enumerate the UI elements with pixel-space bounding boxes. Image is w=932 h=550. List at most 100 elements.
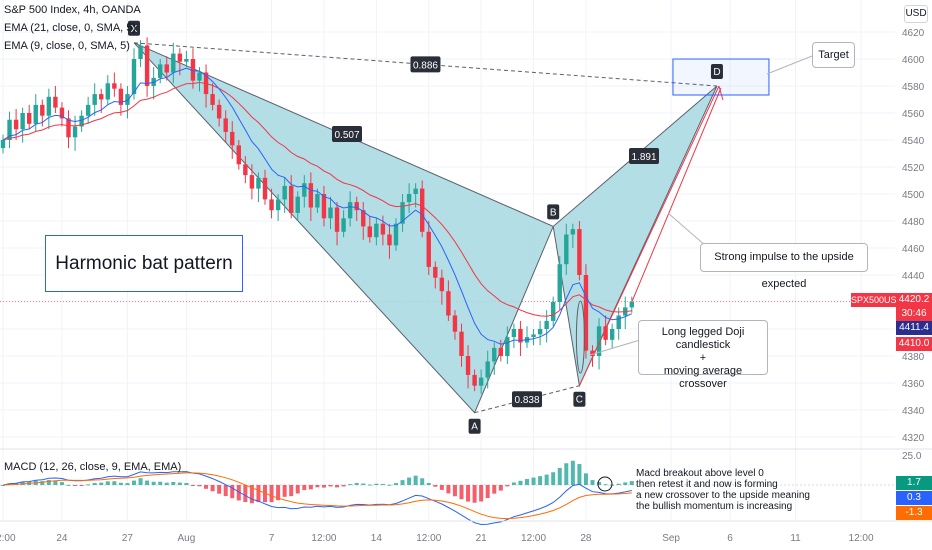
- point-b-badge: [547, 204, 560, 220]
- macd-note-line2: then retest it and now is forming: [636, 479, 778, 490]
- candle-body: [289, 185, 294, 213]
- currency-button[interactable]: USD: [904, 5, 928, 23]
- target-note[interactable]: Target: [812, 42, 855, 68]
- time-tick: 24: [56, 533, 68, 544]
- candle-body: [118, 88, 124, 105]
- price-tick: 4560: [902, 109, 925, 120]
- candle-body: [230, 131, 235, 146]
- candle-body: [505, 337, 510, 356]
- time-tick: 6: [727, 533, 733, 544]
- point-c-badge: [573, 391, 586, 407]
- candle-body: [478, 377, 484, 386]
- macd-hist-bar: [426, 482, 431, 485]
- macd-hist-bar: [217, 485, 222, 494]
- macd-hist-bar: [348, 484, 353, 486]
- candle-body: [354, 202, 359, 211]
- candle-body: [564, 234, 569, 265]
- candle-body: [459, 331, 464, 356]
- candle-body: [177, 53, 183, 62]
- macd-hist-bar: [59, 482, 64, 485]
- price-tick: 4500: [902, 190, 925, 201]
- candle-body: [577, 229, 582, 275]
- candle-body: [92, 94, 97, 105]
- price-tick: 4360: [902, 379, 925, 390]
- candle-body: [99, 94, 104, 100]
- point-x-badge: [128, 20, 140, 36]
- time-tick: 12:00: [521, 533, 546, 544]
- time-tick: 14: [371, 533, 383, 544]
- candle-body: [315, 194, 320, 208]
- candle-body: [570, 229, 576, 235]
- candle-body: [387, 234, 392, 246]
- candle-body: [485, 361, 490, 378]
- candle-body: [465, 356, 471, 375]
- macd-hist-bar: [570, 460, 575, 485]
- candle-body: [85, 104, 91, 116]
- macd-hist-bar: [276, 485, 281, 501]
- candle-body: [472, 374, 477, 386]
- chart-title: S&P 500 Index, 4h, OANDA: [4, 4, 141, 16]
- impulse-note[interactable]: Strong impulse to the upside expected: [700, 243, 868, 290]
- price-tick: 4520: [902, 163, 925, 174]
- macd-hist-bar: [171, 481, 176, 485]
- macd-note-line3: a new crossover to the upside meaning: [636, 490, 810, 501]
- candle-body: [197, 72, 202, 81]
- macd-axis-tick: 25.0: [902, 451, 922, 462]
- macd-hist-bar: [79, 485, 84, 486]
- price-tick: 4380: [902, 352, 925, 363]
- macd-hist-bar: [505, 485, 510, 487]
- callout-line: [766, 55, 813, 75]
- macd-note-line4: the bullish momentum is increasing: [636, 501, 793, 512]
- candle-body: [216, 104, 222, 119]
- macd-hist-bar: [557, 467, 562, 485]
- candle-body: [144, 45, 150, 86]
- macd-legend[interactable]: MACD (12, 26, close, 9, EMA, EMA): [4, 461, 182, 473]
- candle-body: [13, 119, 19, 130]
- candle-body: [210, 94, 215, 105]
- macd-hist-bar: [190, 485, 195, 486]
- candle-body: [609, 329, 615, 340]
- macd-hist-bar: [616, 483, 621, 485]
- time-tick: 12:00: [311, 533, 336, 544]
- macd-hist-bar: [118, 482, 123, 485]
- macd-hist-bar: [623, 482, 628, 485]
- macd-hist-bar: [236, 485, 241, 501]
- price-tick: 4540: [902, 136, 925, 147]
- macd-hist-bar: [66, 484, 71, 486]
- doji-note[interactable]: Long legged Doji candlestick + moving av…: [638, 320, 768, 390]
- pattern-title-box[interactable]: Harmonic bat pattern: [45, 235, 243, 292]
- candle-body: [72, 126, 78, 138]
- macd-hist-bar: [439, 485, 444, 490]
- point-c-label: C: [576, 395, 583, 406]
- candle-body: [452, 315, 458, 332]
- candle-body: [243, 164, 248, 176]
- ema21-legend[interactable]: EMA (21, close, 0, SMA, 5): [4, 22, 137, 34]
- macd-hist-bar: [387, 484, 392, 486]
- macd-hist-bar: [302, 485, 307, 491]
- macd-hist-bar: [629, 481, 634, 485]
- macd-hist-bar: [367, 484, 372, 486]
- macd-pane: [0, 460, 895, 526]
- candle-body: [596, 326, 602, 356]
- candle-body: [184, 59, 189, 62]
- macd-hist-bar: [53, 480, 58, 485]
- macd-hist-bar: [479, 485, 484, 502]
- candle-body: [79, 115, 84, 127]
- countdown-tag: 30:46: [896, 307, 932, 321]
- point-x-label: X: [131, 24, 138, 35]
- candle-body: [125, 94, 130, 105]
- macd-hist-bar: [132, 480, 136, 485]
- signal-line: [2, 472, 632, 520]
- macd-hist-bar: [577, 464, 582, 485]
- macd-hist-bar: [197, 485, 202, 487]
- ema9-legend[interactable]: EMA (9, close, 0, SMA, 5): [4, 40, 130, 52]
- macd-hist-bar: [525, 479, 529, 485]
- macd-note[interactable]: Macd breakout above level 0 then retest …: [636, 468, 810, 512]
- macd-hist-bar: [295, 485, 300, 494]
- macd-line-tag: 0.3: [896, 491, 932, 505]
- candle-body: [603, 326, 608, 340]
- price-tick: 4580: [902, 82, 925, 93]
- macd-hist-bar: [105, 481, 110, 485]
- macd-hist-bar: [223, 485, 228, 497]
- candle-body: [138, 45, 143, 59]
